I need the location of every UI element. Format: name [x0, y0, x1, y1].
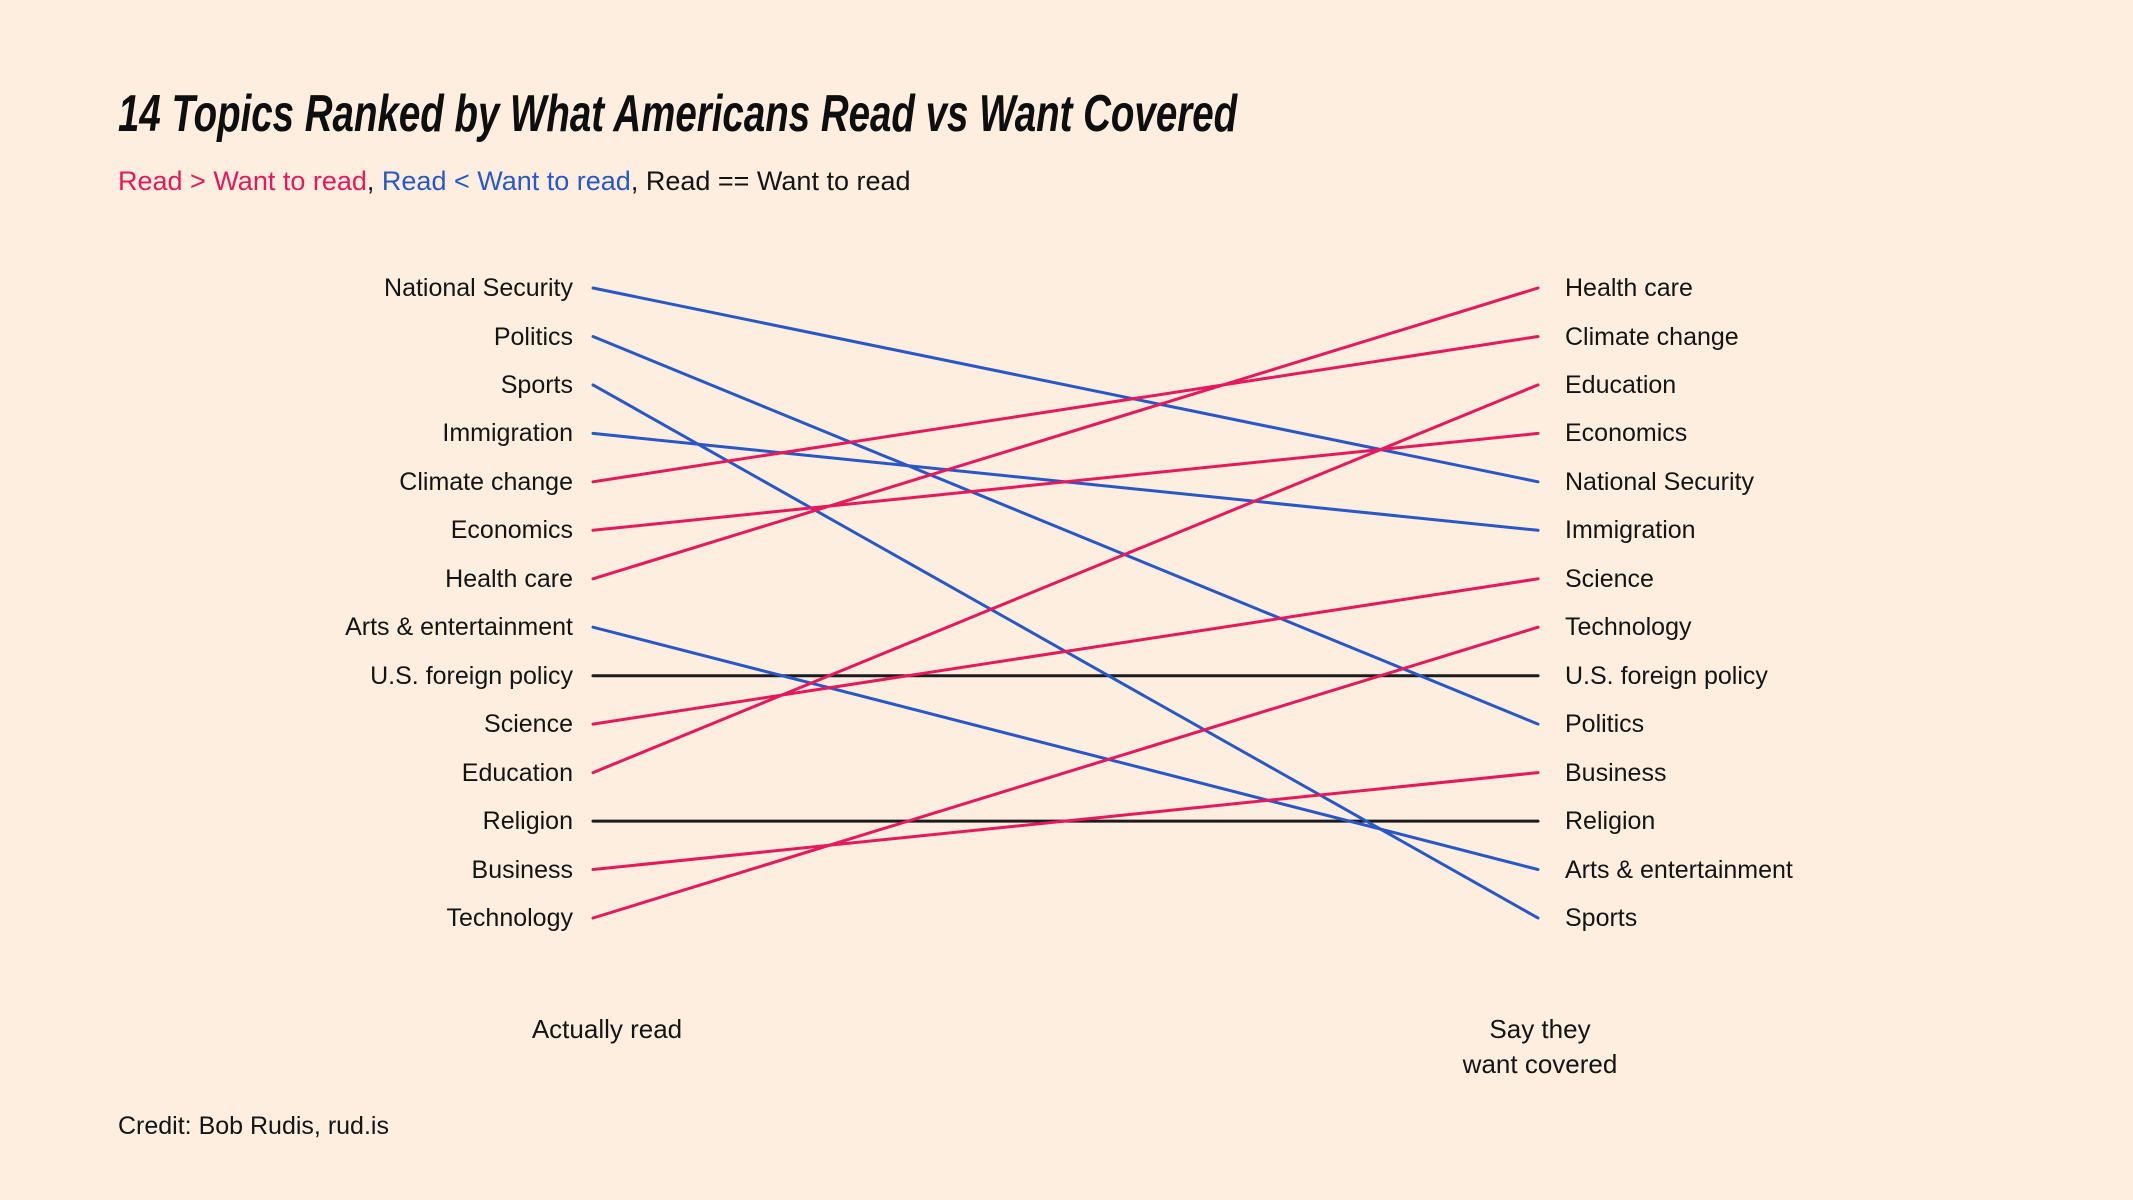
right-topic-label-politics: Politics — [1565, 710, 1645, 739]
left-topic-label-climate-change: Climate change — [399, 467, 573, 496]
left-topic-label-sports: Sports — [500, 370, 573, 399]
right-topic-label-sports: Sports — [1565, 904, 1638, 932]
left-topic-label-business: Business — [471, 855, 573, 884]
chart-title: 14 Topics Ranked by What Americans Read … — [118, 85, 1238, 143]
right-topic-label-science: Science — [1565, 564, 1654, 593]
legend-read-gt-want: Read > Want to read — [118, 166, 367, 196]
slope-line-politics — [591, 335, 1540, 726]
right-topic-label-economics: Economics — [1565, 419, 1688, 448]
left-topic-label-immigration: Immigration — [442, 419, 573, 448]
legend-read-lt-want: Read < Want to read — [381, 166, 631, 196]
slope-line-climate-change — [591, 335, 1540, 484]
left-topic-label-arts-entertainment: Arts & entertainment — [345, 613, 573, 642]
left-topic-label-health-care: Health care — [445, 564, 573, 593]
left-topic-label-economics: Economics — [450, 516, 573, 545]
right-topic-label-religion: Religion — [1565, 807, 1656, 836]
right-topic-label-technology: Technology — [1565, 613, 1692, 642]
legend-separator: , — [366, 166, 382, 196]
right-topic-label-business: Business — [1565, 758, 1667, 787]
slope-line-arts-entertainment — [591, 625, 1540, 871]
left-topic-label-technology: Technology — [446, 904, 573, 932]
right-rank-labels: National Security Politics Sports Immigrati… — [1565, 0, 2125, 1200]
right-axis-label-line2: want covered — [1462, 1049, 1618, 1080]
right-topic-label-immigration: Immigration — [1565, 516, 1696, 545]
left-topic-label-politics: Politics — [493, 322, 573, 351]
credit-line: Credit: Bob Rudis, rud.is — [118, 1112, 389, 1140]
slope-line-education — [591, 383, 1540, 775]
right-topic-label-u-s-foreign-policy: U.S. foreign policy — [1565, 661, 1768, 690]
right-axis-label: Say they want covered — [1463, 1012, 1618, 1082]
right-topic-label-education: Education — [1565, 370, 1677, 399]
right-topic-label-climate-change: Climate change — [1565, 322, 1739, 351]
right-topic-label-arts-entertainment: Arts & entertainment — [1565, 855, 1793, 884]
left-topic-label-science: Science — [484, 710, 573, 739]
left-topic-label-u-s-foreign-policy: U.S. foreign policy — [370, 661, 573, 690]
slope-line-business — [591, 771, 1540, 871]
right-axis-label-line1: Say they — [1489, 1014, 1591, 1044]
right-topic-label-national-security: National Security — [1565, 467, 1754, 496]
legend-read-eq-want: Read == Want to read — [645, 166, 911, 196]
left-topic-label-education: Education — [461, 758, 573, 787]
left-axis-label: Actually read — [531, 1014, 683, 1044]
chart-legend: Read > Want to read, Read < Want to read… — [118, 166, 911, 197]
left-rank-labels: National Security Politics Sports Immigrati… — [0, 0, 573, 1200]
slope-line-technology — [591, 625, 1540, 920]
slope-line-health-care — [591, 286, 1540, 581]
left-topic-label-religion: Religion — [482, 807, 573, 836]
slope-line-science — [591, 577, 1540, 726]
left-topic-label-national-security: National Security — [384, 274, 573, 302]
right-topic-label-health-care: Health care — [1565, 274, 1693, 302]
slope-line-national-security — [591, 286, 1540, 484]
legend-separator: , — [630, 166, 646, 196]
